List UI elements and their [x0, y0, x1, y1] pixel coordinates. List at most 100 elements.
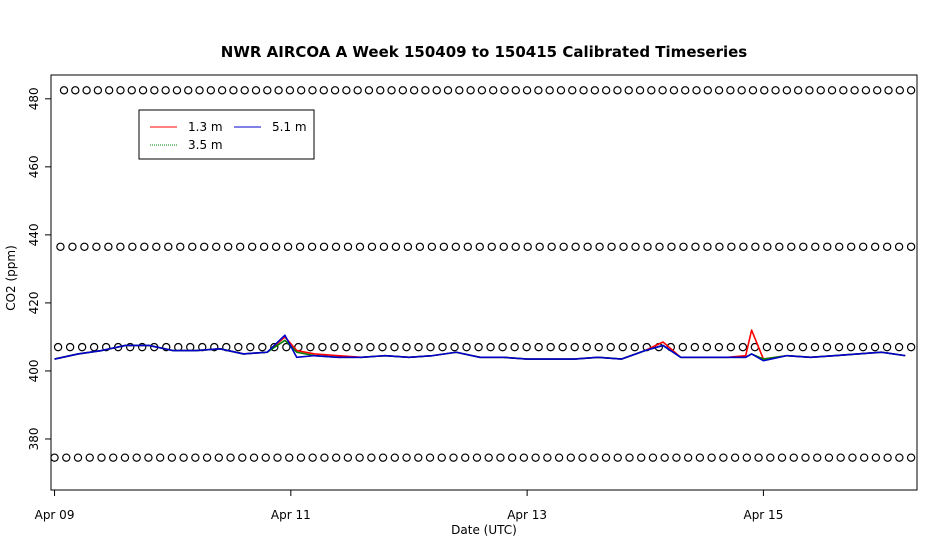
reference-point	[89, 342, 99, 352]
reference-point	[822, 342, 832, 352]
reference-point	[285, 86, 295, 95]
reference-point	[398, 86, 408, 95]
reference-point	[319, 86, 328, 95]
reference-point	[715, 242, 724, 251]
reference-point	[884, 86, 893, 95]
reference-point	[296, 453, 306, 462]
reference-point	[186, 342, 195, 352]
reference-point	[116, 242, 125, 251]
reference-point	[65, 342, 75, 352]
reference-point	[630, 342, 639, 352]
reference-point	[414, 342, 423, 352]
reference-point	[104, 86, 114, 95]
reference-point	[188, 242, 197, 251]
reference-point	[730, 453, 740, 462]
y-axis: 380 400 420 440 460 480	[27, 87, 52, 450]
reference-point	[522, 342, 531, 352]
y-tick-label: 460	[27, 155, 41, 178]
reference-point	[871, 453, 881, 462]
reference-point	[97, 453, 106, 462]
x-tick-label: Apr 09	[35, 508, 75, 522]
reference-point	[681, 86, 690, 95]
reference-point	[590, 453, 599, 462]
reference-point	[155, 453, 165, 462]
reference-point	[477, 86, 487, 95]
y-axis-label: CO2 (ppm)	[4, 245, 18, 311]
reference-point	[101, 342, 111, 352]
reference-point	[93, 86, 103, 95]
reference-point	[498, 342, 507, 352]
x-tick-label: Apr 13	[507, 508, 547, 522]
reference-point	[144, 453, 153, 462]
reference-point	[319, 242, 329, 251]
reference-point	[894, 342, 904, 352]
reference-point	[306, 342, 315, 352]
reference-point	[50, 453, 59, 462]
reference-point	[259, 242, 269, 251]
reference-point	[443, 86, 453, 95]
reference-point	[343, 453, 353, 462]
reference-point	[760, 86, 769, 95]
reference-point	[53, 342, 63, 352]
reference-point	[799, 242, 808, 251]
reference-point	[367, 453, 376, 462]
reference-point	[71, 86, 80, 95]
reference-point	[714, 342, 724, 352]
reference-point	[174, 342, 183, 352]
reference-point	[695, 453, 705, 462]
reference-point	[787, 242, 796, 251]
reference-point	[391, 242, 401, 251]
reference-point	[318, 342, 327, 352]
reference-point	[613, 453, 622, 462]
reference-point	[582, 342, 591, 352]
reference-point	[249, 453, 259, 462]
x-axis: Apr 09 Apr 11 Apr 13 Apr 15	[35, 489, 783, 522]
reference-point	[727, 242, 736, 251]
reference-point	[210, 342, 219, 352]
reference-point	[594, 342, 603, 352]
legend: 1.3 m 5.1 m 3.5 m	[138, 109, 315, 160]
reference-point	[258, 342, 267, 352]
reference-point	[376, 86, 385, 95]
reference-point	[692, 86, 701, 95]
reference-point	[751, 242, 760, 251]
reference-point	[846, 342, 856, 352]
reference-point	[77, 342, 87, 352]
reference-point	[140, 242, 149, 251]
reference-point	[647, 86, 656, 95]
reference-point	[719, 453, 728, 462]
reference-point	[282, 342, 291, 352]
y-tick-label: 440	[27, 223, 41, 246]
reference-point	[534, 342, 543, 352]
reference-point	[449, 453, 458, 462]
reference-point	[655, 242, 664, 251]
reference-point	[906, 453, 916, 462]
legend-label-1-3m: 1.3 m	[188, 120, 223, 134]
reference-point	[801, 453, 810, 462]
reference-point	[683, 453, 693, 462]
reference-point	[308, 86, 317, 95]
reference-point	[861, 86, 871, 95]
reference-point	[238, 453, 247, 462]
reference-point	[116, 86, 125, 95]
reference-point	[273, 453, 282, 462]
reference-point	[558, 342, 567, 352]
reference-point	[595, 242, 604, 251]
reference-point	[846, 242, 856, 251]
reference-point	[648, 453, 658, 462]
reference-point	[461, 453, 470, 462]
reference-point	[499, 242, 508, 251]
reference-point	[285, 453, 294, 462]
reference-point	[534, 86, 543, 95]
reference-point	[162, 342, 171, 352]
reference-point	[762, 342, 772, 352]
reference-point	[631, 242, 640, 251]
reference-point	[707, 453, 716, 462]
reference-point	[625, 453, 634, 462]
reference-point	[742, 453, 752, 462]
reference-point	[873, 86, 882, 95]
reference-point	[894, 242, 904, 251]
reference-point	[390, 453, 400, 462]
reference-point	[355, 242, 365, 251]
reference-point	[870, 342, 880, 352]
